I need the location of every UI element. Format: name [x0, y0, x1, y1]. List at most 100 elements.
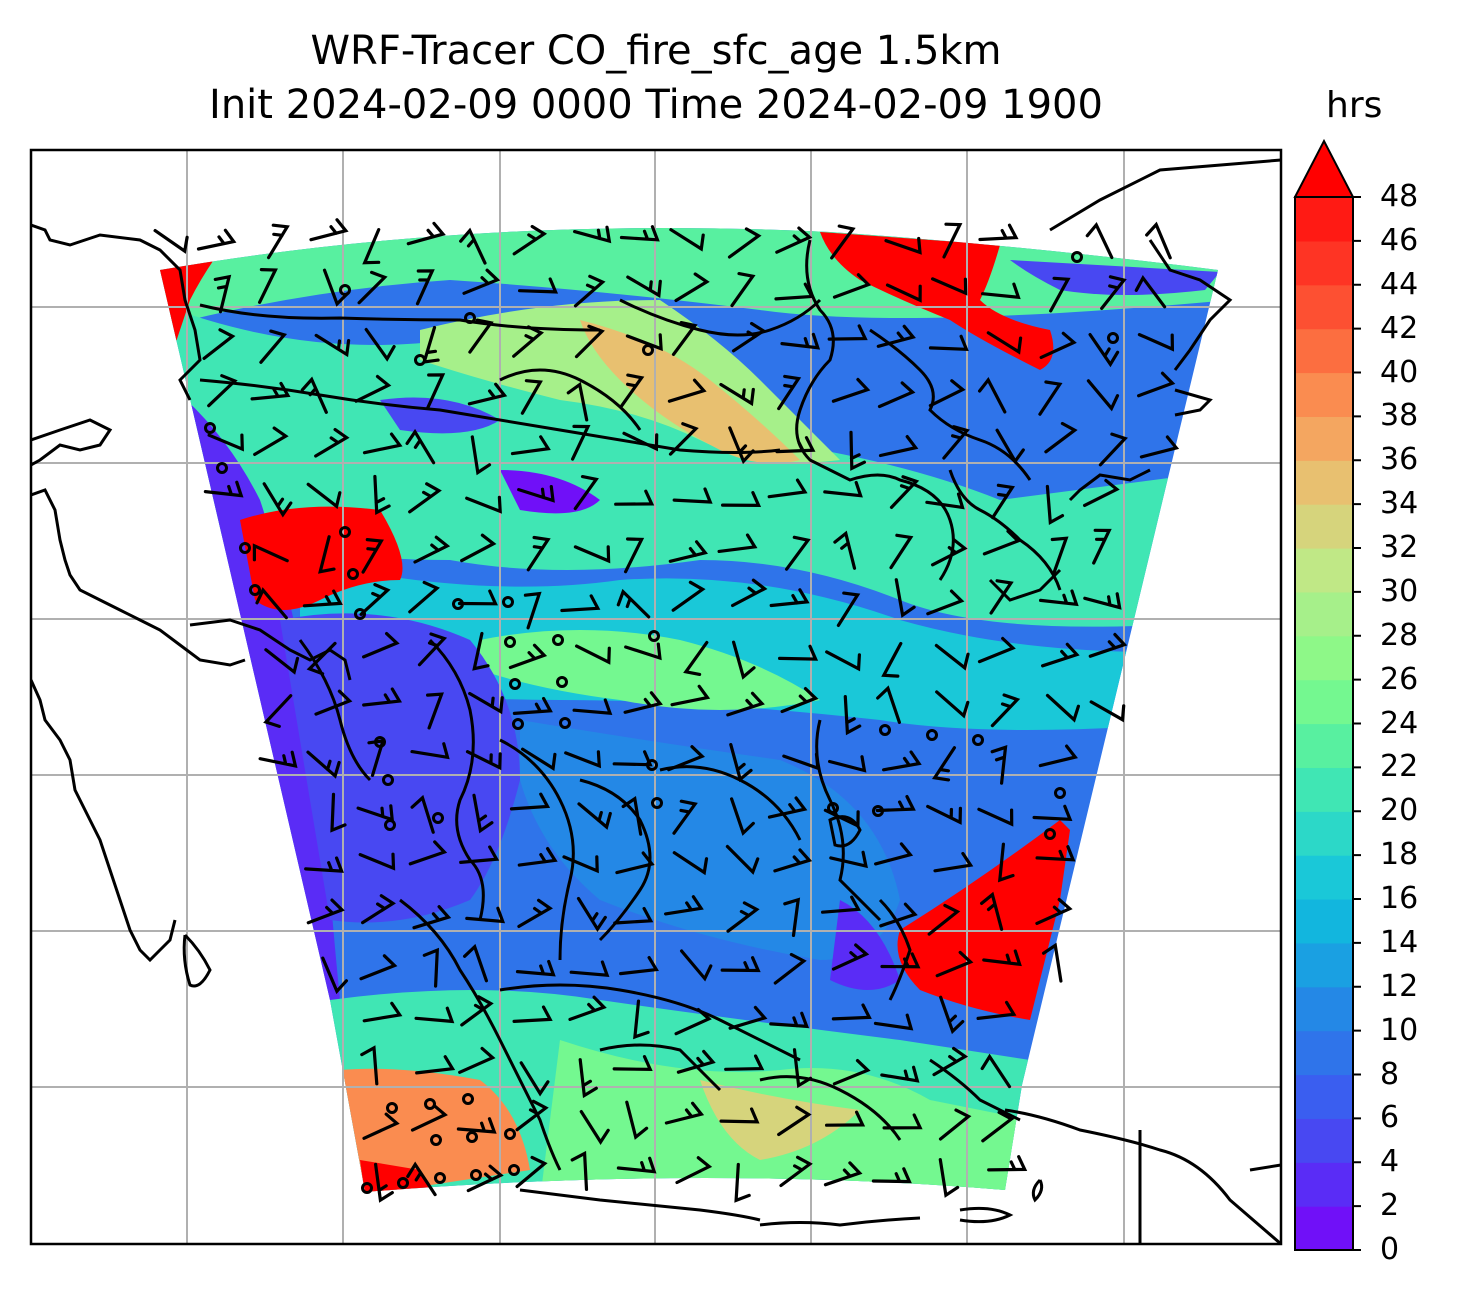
wind-barb [876, 685, 901, 724]
calm-wind-circle [384, 819, 396, 831]
wind-barb [928, 334, 969, 351]
calm-wind-circle [204, 422, 216, 434]
wind-barb [925, 492, 965, 510]
colorbar-tick-label: 6 [1380, 1100, 1400, 1136]
wind-barb [572, 698, 613, 716]
wind-barb [306, 482, 342, 510]
wind-barb [676, 1049, 716, 1074]
colorbar-bin [1295, 197, 1353, 242]
wind-barb [669, 228, 705, 252]
wind-barb [843, 695, 862, 736]
wind-barb [792, 1048, 813, 1089]
wind-barb [459, 845, 500, 864]
wind-barb [616, 588, 651, 619]
wind-barb [571, 424, 591, 461]
colorbar-bin [1295, 855, 1353, 900]
wind-barb [778, 644, 819, 661]
colorbar-bin [1295, 1030, 1353, 1076]
wind-barb [466, 1164, 504, 1193]
wind-barb [202, 328, 236, 360]
wind-barb [719, 382, 755, 407]
wind-barb [720, 956, 761, 973]
colorbar-bin [1295, 548, 1353, 593]
wind-barb [667, 378, 707, 403]
calm-wind-circle [552, 634, 564, 646]
wind-barb [410, 742, 450, 760]
wind-barb [836, 591, 861, 627]
wind-barb [616, 1156, 657, 1174]
colorbar-bin [1295, 1118, 1353, 1163]
wind-barb [457, 589, 498, 606]
wind-barb [520, 379, 543, 415]
wind-barb [362, 432, 403, 455]
wind-barb [990, 693, 1021, 728]
colorbar [1293, 138, 1361, 1251]
wind-barb [981, 282, 1021, 300]
wind-barb [510, 435, 551, 456]
wind-barb [1045, 693, 1080, 723]
wind-barb [731, 578, 768, 608]
wind-barb [717, 533, 758, 553]
wind-barb [683, 640, 709, 676]
wind-barb [977, 807, 1014, 827]
colorbar-bin [1295, 1206, 1353, 1251]
calm-wind-markers [204, 251, 1119, 1194]
wind-barb [1044, 421, 1078, 454]
wind-barb [267, 223, 290, 260]
calm-wind-circle [1044, 828, 1056, 840]
wind-barb [931, 277, 968, 296]
wind-barb [1089, 700, 1126, 723]
wind-barb [1050, 536, 1069, 574]
wind-barb [470, 435, 492, 476]
wind-barb [459, 227, 487, 265]
wind-barb [624, 537, 645, 574]
wind-barb [875, 795, 916, 813]
wind-barb [515, 1099, 549, 1132]
wind-barb [828, 755, 867, 773]
wind-barb [833, 530, 857, 570]
wind-barbs [153, 218, 1180, 1203]
wind-barb [321, 956, 348, 995]
wind-barb [258, 750, 298, 768]
wind-barb [823, 808, 860, 829]
wind-barb [575, 644, 611, 665]
wind-barb [361, 894, 396, 925]
wind-barb [942, 222, 963, 259]
calm-wind-circle [502, 596, 514, 608]
wind-barb [358, 852, 396, 871]
wind-barb [207, 374, 238, 408]
wind-barb [730, 797, 755, 836]
wind-barb [410, 1104, 448, 1132]
wind-barb [456, 1117, 497, 1134]
wind-barb [624, 642, 662, 661]
wind-barb [880, 952, 921, 969]
wind-barb [821, 895, 861, 914]
wind-barb [1039, 589, 1079, 607]
wind-barb [259, 329, 288, 364]
wind-barb [1038, 744, 1078, 768]
calm-wind-circle [464, 312, 476, 324]
wind-barb [675, 1156, 713, 1185]
colorbar-bin [1295, 942, 1353, 988]
wind-barb [977, 636, 1016, 664]
wind-barb [526, 535, 551, 572]
wind-barb [362, 228, 381, 265]
calm-wind-circle [430, 1134, 442, 1146]
wind-barb [1035, 845, 1076, 862]
wind-barb [671, 321, 698, 356]
wind-barb [871, 1167, 912, 1184]
wind-barb [1041, 642, 1080, 668]
colorbar-tick-label: 40 [1380, 354, 1419, 390]
wind-barb [625, 1100, 649, 1140]
wind-barb [779, 1155, 813, 1188]
wind-barb [614, 489, 655, 506]
wind-barb [1049, 276, 1071, 313]
wind-barb [359, 583, 391, 616]
wind-barb [574, 324, 605, 359]
wind-barb [767, 796, 808, 819]
wind-barb [250, 381, 291, 401]
wind-barb [302, 589, 343, 608]
wind-barb [1035, 897, 1073, 925]
colorbar-tick-label: 14 [1380, 924, 1419, 960]
wind-barb [726, 901, 760, 933]
